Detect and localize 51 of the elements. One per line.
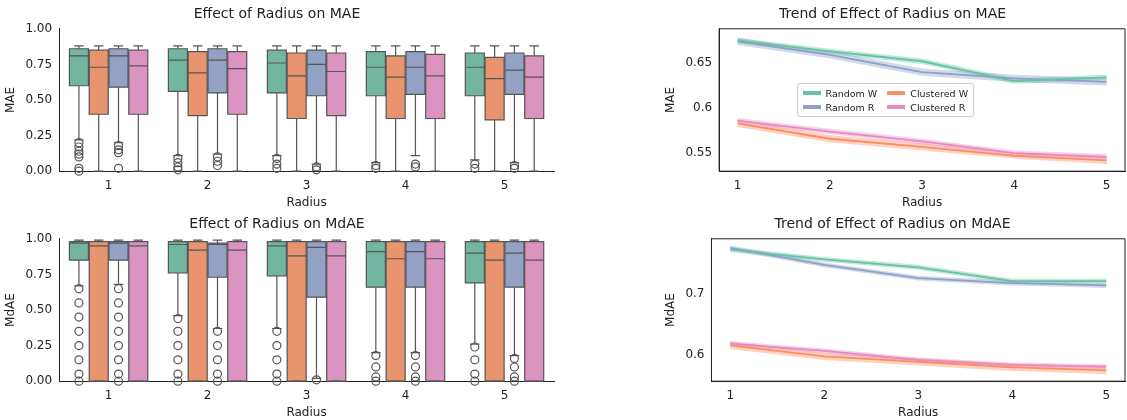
x-tick-label: 2 — [820, 387, 829, 402]
x-tick-label: 2 — [825, 177, 834, 192]
x-tick-label: 3 — [914, 387, 923, 402]
y-tick-label: 0.00 — [25, 373, 53, 388]
x-axis-title: Radius — [898, 404, 939, 419]
chart-title: Effect of Radius on MdAE — [189, 215, 365, 232]
y-tick-label: 0.50 — [25, 302, 53, 317]
x-axis-title: Radius — [901, 194, 943, 209]
y-tick-label: 0.6 — [693, 100, 713, 115]
y-tick-label: 0.55 — [685, 145, 713, 160]
y-tick-label: 0.7 — [685, 286, 705, 301]
x-tick-label: 1 — [726, 387, 735, 402]
x-tick-label: 3 — [302, 177, 311, 192]
y-tick-label: 0.6 — [685, 346, 705, 361]
y-tick-label: 1.00 — [25, 230, 53, 245]
x-tick-label: 5 — [500, 387, 509, 402]
x-tick-label: 3 — [918, 177, 926, 192]
legend-label: Random W — [825, 87, 878, 99]
y-tick-label: 0.50 — [25, 92, 53, 107]
y-axis-title: MdAE — [663, 293, 678, 327]
x-tick-label: 4 — [401, 387, 410, 402]
y-axis-title: MAE — [3, 86, 18, 114]
y-tick-label: 1.00 — [25, 20, 53, 35]
y-tick-label: 0.25 — [25, 127, 53, 142]
y-tick-label: 0.75 — [25, 266, 53, 281]
x-tick-label: 5 — [1102, 387, 1111, 402]
legend-label: Clustered W — [910, 87, 969, 99]
chart-title: Trend of Effect of Radius on MdAE — [773, 215, 1011, 232]
x-tick-label: 1 — [104, 387, 113, 402]
legend-label: Random R — [825, 101, 875, 113]
chart-title: Trend of Effect of Radius on MAE — [777, 5, 1007, 22]
x-tick-label: 4 — [1008, 387, 1017, 402]
x-tick-label: 2 — [203, 387, 212, 402]
legend-label: Clustered R — [910, 101, 966, 113]
y-axis-title: MdAE — [3, 293, 18, 327]
y-tick-label: 0.75 — [25, 56, 53, 71]
x-tick-label: 5 — [1102, 177, 1111, 192]
y-tick-label: 0.00 — [25, 163, 53, 178]
y-tick-label: 0.25 — [25, 337, 53, 352]
x-tick-label: 2 — [203, 177, 212, 192]
y-axis-title: MAE — [663, 86, 678, 114]
x-tick-label: 5 — [500, 177, 509, 192]
x-axis-title: Radius — [286, 404, 327, 419]
x-axis-title: Radius — [286, 194, 327, 209]
x-tick-label: 1 — [733, 177, 742, 192]
x-tick-label: 1 — [104, 177, 113, 192]
x-tick-label: 3 — [302, 387, 311, 402]
x-tick-label: 4 — [1010, 177, 1019, 192]
chart-title: Effect of Radius on MAE — [193, 5, 361, 22]
y-tick-label: 0.65 — [685, 55, 713, 70]
x-tick-label: 4 — [401, 177, 410, 192]
